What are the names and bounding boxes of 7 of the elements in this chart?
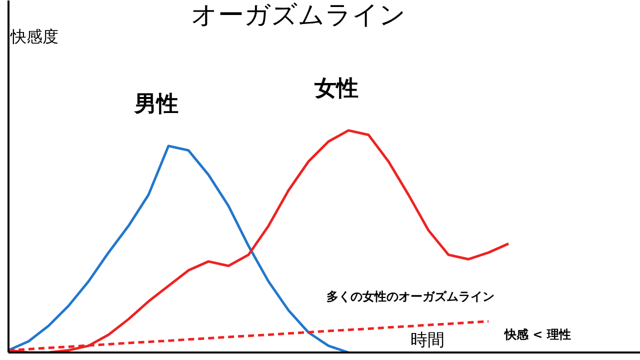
series-label: 多くの女性のオーガズムライン — [326, 290, 494, 304]
series-label: 女性 — [314, 76, 358, 102]
chart-title: オーガズムライン — [191, 0, 406, 30]
x-axis-title: 時間 — [410, 330, 444, 350]
annotation: 快感 < 理性 — [504, 327, 571, 342]
series-label: 男性 — [134, 92, 178, 118]
text: 快感度 — [10, 27, 58, 46]
